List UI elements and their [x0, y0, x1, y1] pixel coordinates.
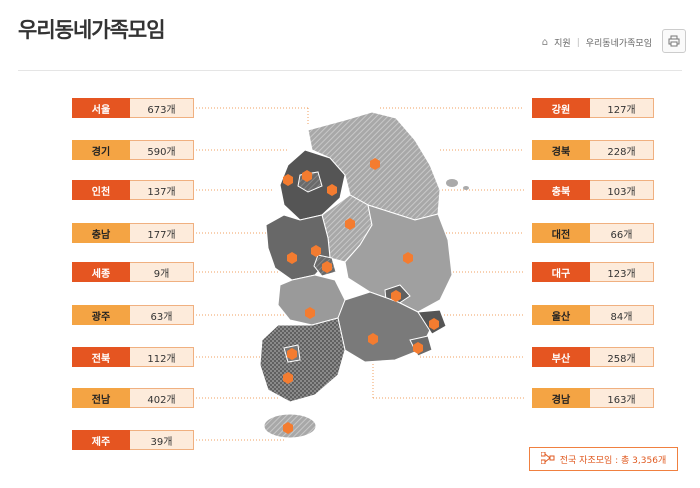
marker-daegu	[391, 290, 401, 302]
region-label-busan[interactable]: 부산 258개	[532, 347, 654, 367]
marker-gyeongnam	[368, 333, 378, 345]
marker-busan	[413, 342, 423, 354]
region-name: 대구	[532, 262, 590, 282]
region-name: 경남	[532, 388, 590, 408]
region-label-jeju[interactable]: 제주 39개	[72, 430, 194, 450]
region-name: 강원	[532, 98, 590, 118]
region-count: 137개	[130, 180, 194, 200]
region-count: 84개	[590, 305, 654, 325]
region-name: 서울	[72, 98, 130, 118]
region-name: 전남	[72, 388, 130, 408]
region-count: 103개	[590, 180, 654, 200]
region-count: 673개	[130, 98, 194, 118]
header-divider	[18, 70, 682, 71]
marker-gyeongbuk	[403, 252, 413, 264]
marker-gangwon	[370, 158, 380, 170]
region-name: 경기	[72, 140, 130, 160]
region-count: 590개	[130, 140, 194, 160]
marker-ulsan	[429, 318, 439, 330]
marker-jeonbuk	[305, 307, 315, 319]
region-count: 402개	[130, 388, 194, 408]
marker-gyeonggi	[283, 174, 293, 186]
region-label-sejong[interactable]: 세종 9개	[72, 262, 194, 282]
marker-jeju	[283, 422, 293, 434]
region-markers	[283, 158, 439, 434]
region-count: 177개	[130, 223, 194, 243]
marker-gwangju	[287, 348, 297, 360]
region-label-jeonbuk[interactable]: 전북 112개	[72, 347, 194, 367]
region-name: 대전	[532, 223, 590, 243]
region-label-gyeongnam[interactable]: 경남 163개	[532, 388, 654, 408]
region-label-gyeonggi[interactable]: 경기 590개	[72, 140, 194, 160]
region-label-gwangju[interactable]: 광주 63개	[72, 305, 194, 325]
total-label: 전국 자조모임 : 총 3,356개	[559, 455, 667, 466]
region-count: 127개	[590, 98, 654, 118]
region-name: 광주	[72, 305, 130, 325]
region-label-jeonnam[interactable]: 전남 402개	[72, 388, 194, 408]
region-name: 경북	[532, 140, 590, 160]
region-count: 66개	[590, 223, 654, 243]
region-count: 258개	[590, 347, 654, 367]
breadcrumb-item[interactable]: 우리동네가족모임	[585, 39, 652, 49]
region-name: 부산	[532, 347, 590, 367]
region-label-daegu[interactable]: 대구 123개	[532, 262, 654, 282]
marker-jeonnam	[283, 372, 293, 384]
region-count: 39개	[130, 430, 194, 450]
print-icon	[668, 35, 680, 47]
marker-chungnam	[287, 252, 297, 264]
region-count: 112개	[130, 347, 194, 367]
region-count: 163개	[590, 388, 654, 408]
total-summary: 전국 자조모임 : 총 3,356개	[529, 447, 678, 471]
region-label-incheon[interactable]: 인천 137개	[72, 180, 194, 200]
marker-sejong	[311, 245, 321, 257]
region-label-chungnam[interactable]: 충남 177개	[72, 223, 194, 243]
region-name: 울산	[532, 305, 590, 325]
region-name: 세종	[72, 262, 130, 282]
region-name: 인천	[72, 180, 130, 200]
region-label-daejeon[interactable]: 대전 66개	[532, 223, 654, 243]
region-label-gyeongbuk[interactable]: 경북 228개	[532, 140, 654, 160]
marker-seoul	[302, 170, 312, 182]
home-icon[interactable]: ⌂	[541, 37, 549, 48]
island-ulleungdo	[446, 179, 458, 187]
region-name: 충북	[532, 180, 590, 200]
breadcrumb: ⌂ 지원 | 우리동네가족모임	[542, 36, 652, 49]
region-count: 228개	[590, 140, 654, 160]
region-name: 전북	[72, 347, 130, 367]
marker-chungbuk	[345, 218, 355, 230]
region-jeonnam[interactable]	[259, 317, 346, 403]
region-count: 9개	[130, 262, 194, 282]
print-button[interactable]	[662, 29, 686, 53]
network-icon	[540, 451, 555, 467]
marker-daejeon	[322, 261, 332, 273]
region-count: 123개	[590, 262, 654, 282]
region-label-seoul[interactable]: 서울 673개	[72, 98, 194, 118]
page-title: 우리동네가족모임	[18, 18, 166, 42]
leader-lines-left	[196, 107, 318, 441]
region-label-gangwon[interactable]: 강원 127개	[532, 98, 654, 118]
region-label-chungbuk[interactable]: 충북 103개	[532, 180, 654, 200]
region-count: 63개	[130, 305, 194, 325]
region-name: 충남	[72, 223, 130, 243]
region-name: 제주	[72, 430, 130, 450]
breadcrumb-item[interactable]: 지원	[554, 39, 571, 49]
breadcrumb-separator: |	[576, 37, 580, 48]
island-dokdo	[463, 186, 469, 190]
marker-incheon	[327, 184, 337, 196]
region-label-ulsan[interactable]: 울산 84개	[532, 305, 654, 325]
